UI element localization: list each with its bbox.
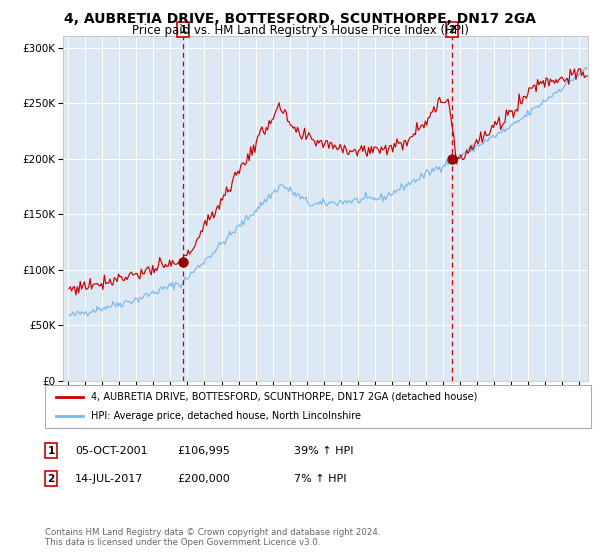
- Text: 1: 1: [179, 25, 187, 35]
- Text: £106,995: £106,995: [177, 446, 230, 456]
- Text: £200,000: £200,000: [177, 474, 230, 484]
- Text: Contains HM Land Registry data © Crown copyright and database right 2024.
This d: Contains HM Land Registry data © Crown c…: [45, 528, 380, 547]
- Text: 1: 1: [47, 446, 55, 456]
- Text: 2: 2: [47, 474, 55, 484]
- Text: 4, AUBRETIA DRIVE, BOTTESFORD, SCUNTHORPE, DN17 2GA: 4, AUBRETIA DRIVE, BOTTESFORD, SCUNTHORP…: [64, 12, 536, 26]
- Text: Price paid vs. HM Land Registry's House Price Index (HPI): Price paid vs. HM Land Registry's House …: [131, 24, 469, 36]
- Text: 14-JUL-2017: 14-JUL-2017: [75, 474, 143, 484]
- Text: 39% ↑ HPI: 39% ↑ HPI: [294, 446, 353, 456]
- Text: 2: 2: [449, 25, 456, 35]
- Text: 05-OCT-2001: 05-OCT-2001: [75, 446, 148, 456]
- Text: HPI: Average price, detached house, North Lincolnshire: HPI: Average price, detached house, Nort…: [91, 411, 361, 421]
- Text: 7% ↑ HPI: 7% ↑ HPI: [294, 474, 347, 484]
- Text: 4, AUBRETIA DRIVE, BOTTESFORD, SCUNTHORPE, DN17 2GA (detached house): 4, AUBRETIA DRIVE, BOTTESFORD, SCUNTHORP…: [91, 392, 478, 402]
- FancyBboxPatch shape: [45, 385, 591, 428]
